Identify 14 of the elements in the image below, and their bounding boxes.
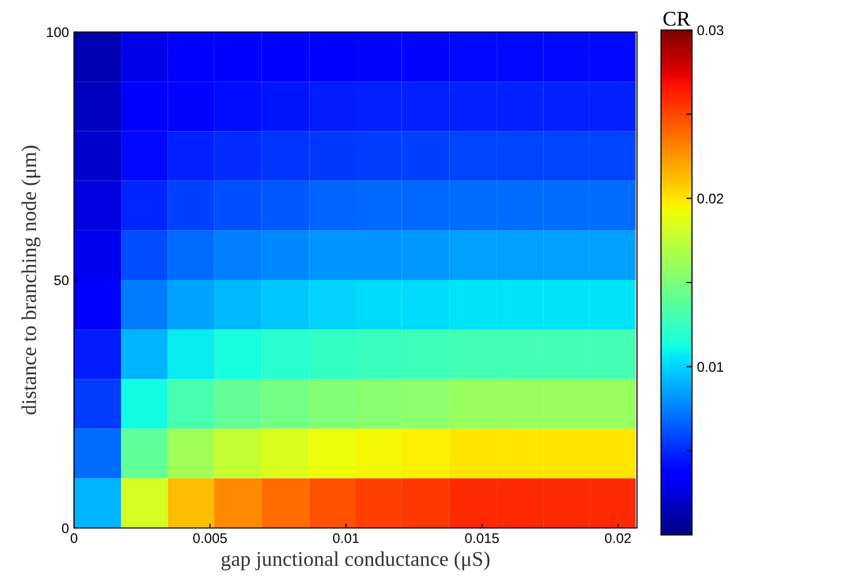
x-axis-title: gap junctional conductance (μS) [222, 551, 490, 570]
color-bar-label: 0.02 [697, 194, 724, 204]
x-tick-label: 0 [70, 533, 78, 544]
color-bar-label: 0.01 [697, 362, 724, 372]
color-bar-label: 0.03 [697, 25, 724, 36]
y-tick-label: 50 [54, 275, 69, 286]
x-tick-label: 0.005 [193, 533, 227, 544]
y-tick-label: 100 [47, 27, 69, 38]
y-tick-label: 0 [62, 523, 69, 534]
color-bar-title: CR [663, 12, 690, 26]
x-tick-label: 0.02 [604, 533, 631, 544]
y-axis-title: distance to branching node (μm) [21, 146, 40, 414]
x-tick-label: 0.01 [333, 533, 359, 544]
x-tick-label: 0.015 [465, 533, 499, 544]
